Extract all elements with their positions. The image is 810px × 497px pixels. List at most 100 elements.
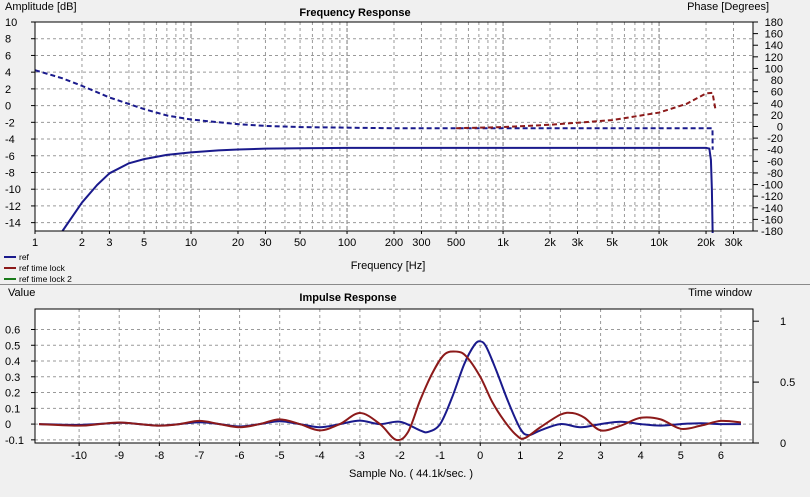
- impulse-plot-area[interactable]: [35, 309, 753, 443]
- time-window-tick-label: 0.5: [780, 377, 795, 389]
- frequency-tick-label: 300: [412, 237, 430, 249]
- phase-tick-label: 20: [771, 110, 783, 122]
- amplitude-tick-label: 10: [5, 17, 17, 29]
- value-tick-label: 0.5: [5, 340, 20, 352]
- sample-x-ticks: -10 -9 -8 -7 -6 -5 -4 -3 -2 -1 0 1 2 3 4 5 6: [71, 443, 724, 462]
- impulse-chart-title: Impulse Response: [299, 292, 396, 304]
- sample-tick-label: -8: [154, 450, 164, 462]
- amplitude-tick-label: -6: [5, 151, 15, 163]
- amplitude-tick-label: -4: [5, 134, 15, 146]
- sample-tick-label: 4: [638, 450, 644, 462]
- frequency-tick-label: 3: [106, 237, 112, 249]
- value-tick-label: -0.1: [5, 435, 24, 447]
- frequency-axis-label: Frequency [Hz]: [351, 260, 426, 272]
- phase-tick-label: 40: [771, 98, 783, 110]
- frequency-tick-label: 1k: [497, 237, 509, 249]
- sample-tick-label: -5: [275, 450, 285, 462]
- impulse-series-line-1: [38, 350, 742, 442]
- frequency-tick-label: 30: [259, 237, 271, 249]
- value-ticks: 0.6 0.5 0.4 0.3 0.2 0.1 0 -0.1: [5, 324, 35, 447]
- impulse-series: [38, 340, 742, 442]
- sample-tick-label: 0: [477, 450, 483, 462]
- amplitude-tick-label: 4: [5, 67, 11, 79]
- amplitude-tick-label: 8: [5, 34, 11, 46]
- amplitude-axis-label: Amplitude [dB]: [5, 1, 77, 13]
- phase-tick-label: -120: [761, 191, 783, 203]
- amplitude-tick-label: 0: [5, 101, 11, 113]
- phase-tick-label: 140: [765, 40, 783, 52]
- frequency-response-panel: 1 2 3 5 10 20 30 50 100 200 300 500 1k 2k 3k 5k 10k 20k 30…: [4, 1, 783, 284]
- frequency-grid: [34, 21, 754, 231]
- amplitude-tick-label: -12: [5, 201, 21, 213]
- frequency-tick-label: 50: [294, 237, 306, 249]
- sample-tick-label: -10: [71, 450, 87, 462]
- frequency-series: [34, 69, 717, 234]
- sample-tick-label: 1: [517, 450, 523, 462]
- phase-tick-label: 0: [777, 122, 783, 134]
- frequency-series-line-0: [61, 146, 714, 234]
- phase-tick-label: 100: [765, 63, 783, 75]
- time-window-axis-label: Time window: [688, 287, 752, 299]
- impulse-response-panel: -10 -9 -8 -7 -6 -5 -4 -3 -2 -1 0 1 2 3 4 5 6 0.60.50.40.…: [5, 287, 795, 480]
- frequency-tick-label: 20: [232, 237, 244, 249]
- frequency-tick-label: 5: [141, 237, 147, 249]
- frequency-tick-label: 10: [185, 237, 197, 249]
- frequency-tick-label: 1: [32, 237, 38, 249]
- frequency-tick-label: 100: [338, 237, 356, 249]
- phase-tick-label: 180: [765, 17, 783, 29]
- phase-tick-label: -20: [767, 133, 783, 145]
- sample-tick-label: 2: [557, 450, 563, 462]
- legend-label: ref time lock: [19, 263, 66, 273]
- frequency-tick-label: 10k: [650, 237, 668, 249]
- phase-tick-label: -100: [761, 180, 783, 192]
- frequency-series-line-2: [456, 91, 717, 130]
- sample-axis-label: Sample No. ( 44.1k/sec. ): [349, 468, 473, 480]
- time-window-ticks: 10.50: [753, 316, 795, 450]
- sample-tick-label: -3: [355, 450, 365, 462]
- phase-tick-label: 120: [765, 52, 783, 64]
- phase-tick-label: -160: [761, 214, 783, 226]
- value-tick-label: 0.6: [5, 324, 20, 336]
- amplitude-tick-label: 6: [5, 50, 11, 62]
- time-window-tick-label: 0: [780, 438, 786, 450]
- value-tick-label: 0.1: [5, 403, 20, 415]
- value-tick-label: 0.4: [5, 356, 20, 368]
- amplitude-tick-label: -2: [5, 117, 15, 129]
- legend-label: ref: [19, 252, 30, 262]
- sample-tick-label: -4: [315, 450, 325, 462]
- frequency-tick-label: 200: [385, 237, 403, 249]
- amplitude-tick-label: -14: [5, 218, 21, 230]
- legend-label: ref time lock 2: [19, 274, 72, 284]
- frequency-tick-label: 30k: [725, 237, 743, 249]
- frequency-tick-label: 2: [79, 237, 85, 249]
- phase-tick-label: 160: [765, 29, 783, 41]
- amplitude-tick-label: 2: [5, 84, 11, 96]
- phase-tick-label: -40: [767, 145, 783, 157]
- phase-tick-label: -180: [761, 226, 783, 238]
- frequency-tick-label: 500: [447, 237, 465, 249]
- frequency-tick-label: 3k: [572, 237, 584, 249]
- phase-tick-label: -140: [761, 203, 783, 215]
- value-axis-label: Value: [8, 287, 35, 299]
- amplitude-ticks: 10 8 6 4 2 0 -2 -4 -6 -8 -10 -12 -14: [5, 17, 35, 230]
- value-tick-label: 0: [5, 419, 11, 431]
- value-tick-label: 0.2: [5, 388, 20, 400]
- phase-tick-label: -60: [767, 156, 783, 168]
- sample-tick-label: 6: [718, 450, 724, 462]
- amplitude-tick-label: -8: [5, 167, 15, 179]
- frequency-x-ticks: 1 2 3 5 10 20 30 50 100 200 300 500 1k 2k 3k 5k 10k 20k 30…: [32, 231, 743, 249]
- phase-tick-label: -80: [767, 168, 783, 180]
- frequency-tick-label: 20k: [697, 237, 715, 249]
- phase-tick-label: 60: [771, 87, 783, 99]
- time-window-tick-label: 1: [780, 316, 786, 328]
- phase-tick-label: 80: [771, 75, 783, 87]
- sample-tick-label: 3: [598, 450, 604, 462]
- sample-tick-label: -6: [235, 450, 245, 462]
- sample-tick-label: -9: [114, 450, 124, 462]
- sample-tick-label: -7: [195, 450, 205, 462]
- frequency-tick-label: 2k: [544, 237, 556, 249]
- frequency-chart-title: Frequency Response: [299, 7, 410, 19]
